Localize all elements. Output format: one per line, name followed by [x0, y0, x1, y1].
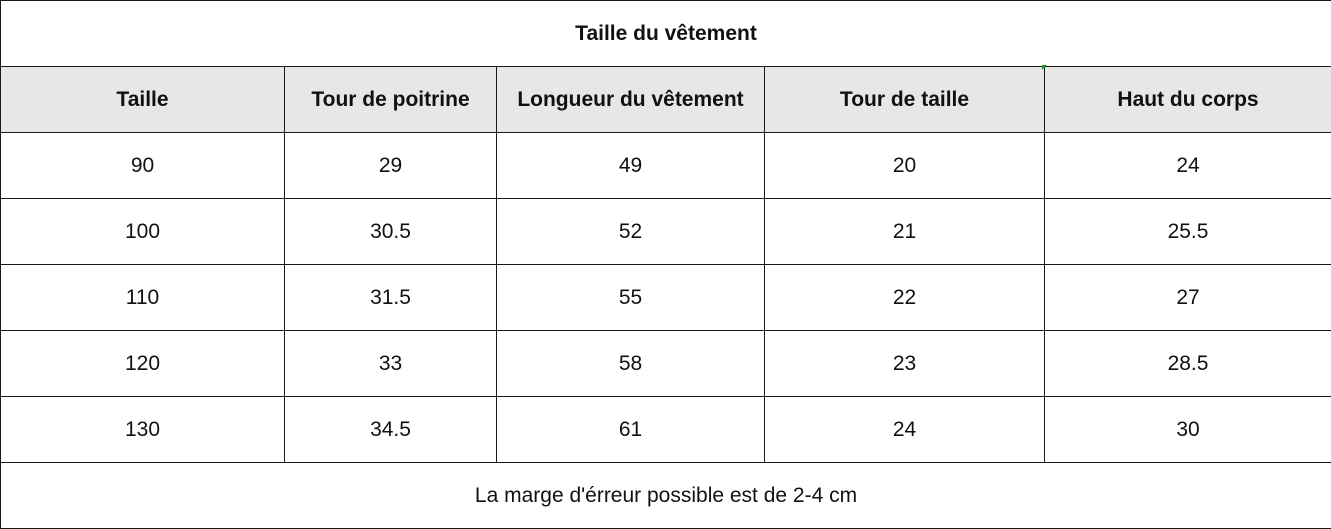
- table-cell: 29: [284, 132, 497, 199]
- table-cell: 90: [0, 132, 285, 199]
- table-title: Taille du vêtement: [0, 0, 1331, 67]
- table-cell: 22: [764, 264, 1045, 331]
- table-cell: 49: [496, 132, 765, 199]
- error-margin-note: La marge d'érreur possible est de 2-4 cm: [0, 462, 1331, 529]
- table-cell: 52: [496, 198, 765, 265]
- table-cell: 24: [1043, 132, 1331, 199]
- table-cell: 25.5: [1043, 198, 1331, 265]
- table-row: 90 29 49 20 24: [0, 132, 1331, 199]
- table-cell: 34.5: [284, 396, 497, 463]
- table-cell: 24: [764, 396, 1045, 463]
- title-row: Taille du vêtement: [0, 0, 1331, 67]
- table-row: 100 30.5 52 21 25.5: [0, 198, 1331, 265]
- table-cell: 58: [496, 330, 765, 397]
- header-taille: Taille: [0, 66, 285, 133]
- note-row: La marge d'érreur possible est de 2-4 cm: [0, 462, 1331, 529]
- table-cell: 61: [496, 396, 765, 463]
- table-cell: 30: [1043, 396, 1331, 463]
- table-cell: 55: [496, 264, 765, 331]
- header-tour-de-poitrine: Tour de poitrine: [284, 66, 497, 133]
- table-cell: 21: [764, 198, 1045, 265]
- table-cell: 100: [0, 198, 285, 265]
- table-cell: 23: [764, 330, 1045, 397]
- table-row: 110 31.5 55 22 27: [0, 264, 1331, 331]
- table-cell: 110: [0, 264, 285, 331]
- header-haut-du-corps: Haut du corps: [1043, 66, 1331, 133]
- header-tour-de-taille: Tour de taille: [764, 66, 1045, 133]
- table-cell: 30.5: [284, 198, 497, 265]
- table-row: 120 33 58 23 28.5: [0, 330, 1331, 397]
- header-longueur-du-vetement: Longueur du vêtement: [496, 66, 765, 133]
- cell-comment-marker: [1042, 65, 1047, 70]
- table-cell: 120: [0, 330, 285, 397]
- table-cell: 28.5: [1043, 330, 1331, 397]
- table-cell: 27: [1043, 264, 1331, 331]
- header-row: Taille Tour de poitrine Longueur du vête…: [0, 66, 1331, 133]
- table-row: 130 34.5 61 24 30: [0, 396, 1331, 463]
- table-cell: 33: [284, 330, 497, 397]
- table-cell: 130: [0, 396, 285, 463]
- table-cell: 31.5: [284, 264, 497, 331]
- table-cell: 20: [764, 132, 1045, 199]
